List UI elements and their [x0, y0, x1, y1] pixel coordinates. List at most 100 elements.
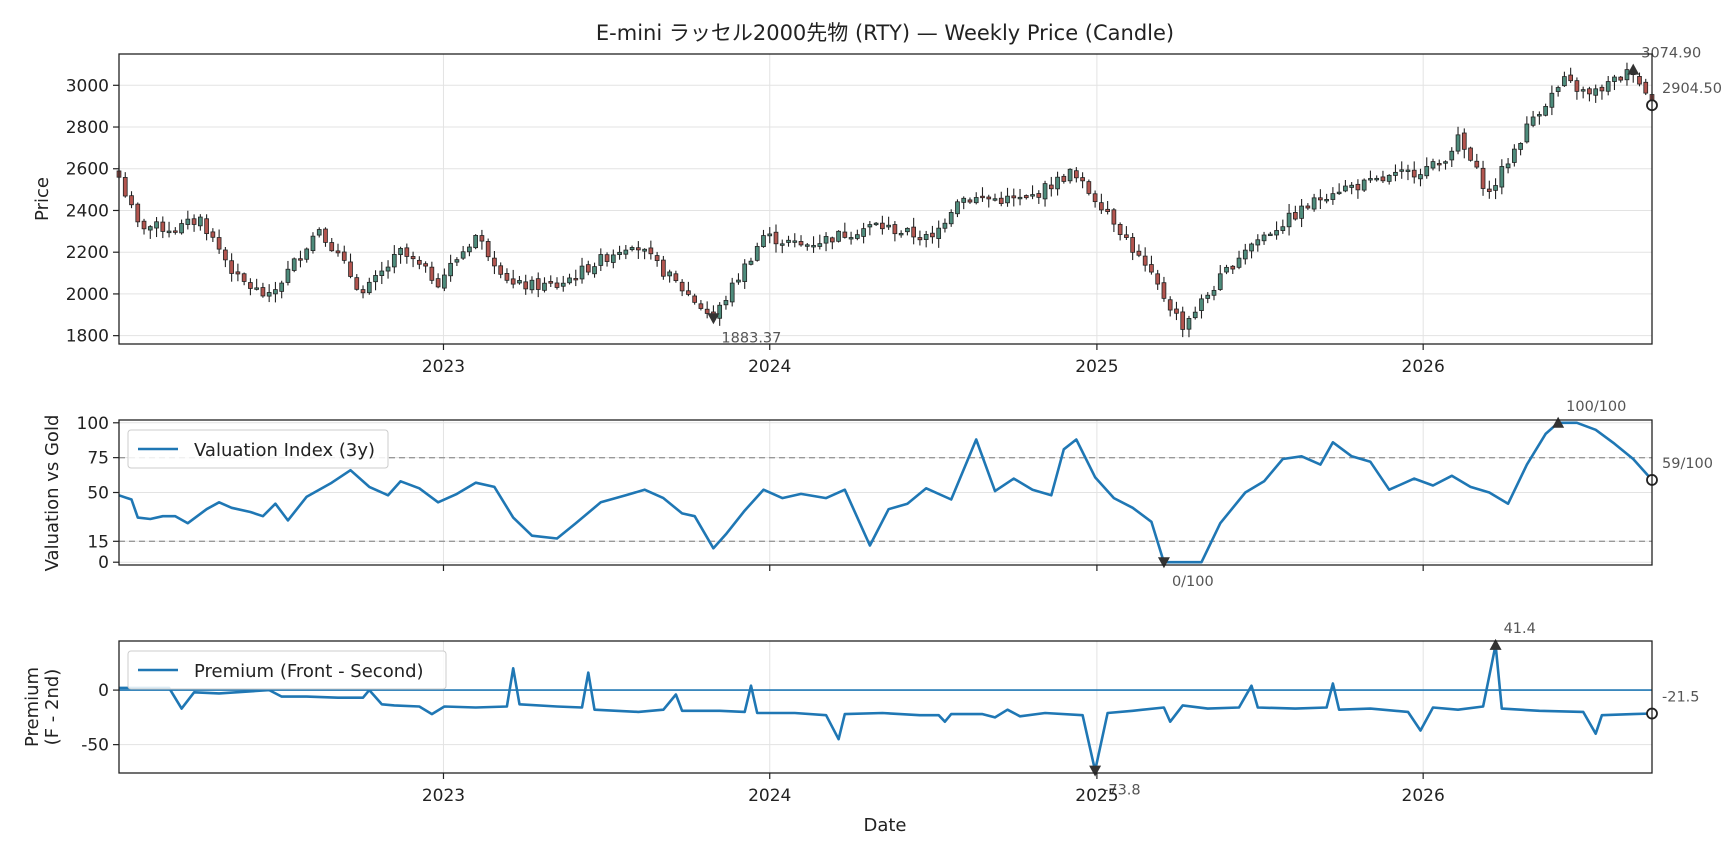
candle-body: [1643, 81, 1649, 94]
candle: [354, 274, 360, 291]
candle-body: [898, 232, 904, 236]
candle-body: [310, 235, 316, 252]
candle-body: [1030, 194, 1035, 197]
candle: [1505, 158, 1511, 174]
candle: [1111, 208, 1117, 233]
candle: [423, 261, 428, 273]
candle-body: [998, 197, 1004, 204]
candle: [961, 196, 967, 210]
candle: [930, 225, 935, 244]
candle-body: [160, 221, 166, 232]
candle: [804, 243, 810, 251]
candle: [479, 229, 485, 250]
candle: [235, 263, 241, 282]
candle-body: [1174, 308, 1179, 314]
candle-body: [1036, 193, 1042, 198]
candle: [836, 230, 841, 243]
candle-body: [642, 248, 647, 252]
candle-body: [1136, 250, 1142, 256]
candle: [229, 253, 234, 282]
last-label: 2904.50: [1662, 81, 1722, 97]
candle: [667, 269, 672, 283]
candle: [1174, 301, 1179, 321]
candle-body: [1537, 114, 1542, 117]
candle: [1199, 294, 1204, 319]
x-tick-label: 2025: [1075, 357, 1118, 377]
max-label: 100/100: [1566, 399, 1626, 415]
candle-body: [154, 221, 159, 229]
price-y-ticks: 1800 2000 2200 2400 2600 2800 3000: [66, 76, 119, 347]
candle-body: [886, 224, 891, 228]
candle: [717, 302, 723, 326]
candle: [1374, 175, 1380, 182]
candle: [1242, 243, 1248, 265]
candle: [1562, 71, 1567, 87]
y-tick-label: 2400: [66, 201, 109, 221]
candle-body: [1267, 233, 1273, 237]
candle-body: [235, 271, 241, 275]
candle-body: [229, 260, 234, 274]
candle: [517, 275, 522, 285]
candle-body: [1361, 179, 1367, 191]
valuation-legend: Valuation Index (3y): [127, 429, 389, 469]
candle-body: [210, 231, 216, 238]
candle-body: [304, 248, 310, 260]
x-tick-label: 2026: [1402, 786, 1445, 806]
candle: [1537, 111, 1542, 125]
candle-body: [723, 300, 729, 306]
candle: [341, 245, 347, 264]
candle-body: [467, 246, 472, 253]
candle-body: [592, 266, 597, 275]
candle: [1311, 193, 1317, 212]
candle-body: [1048, 184, 1054, 190]
y-tick-label: 15: [87, 532, 109, 552]
candle: [573, 269, 579, 287]
candle: [1067, 168, 1073, 184]
candle: [185, 210, 191, 230]
candle-body: [560, 282, 566, 287]
candle-body: [379, 270, 385, 276]
candle-body: [692, 295, 697, 303]
candle: [154, 217, 159, 238]
candle-body: [366, 281, 372, 294]
candle: [1380, 170, 1386, 184]
candle-body: [535, 278, 541, 290]
candle-body: [629, 247, 635, 251]
premium-x-label: Date: [863, 815, 906, 836]
candle: [1017, 188, 1023, 206]
candle: [948, 209, 954, 227]
candle: [998, 191, 1004, 207]
candle: [1480, 160, 1486, 196]
premium-y-label-line: (F - 2nd): [42, 669, 63, 746]
candle-body: [279, 282, 285, 292]
candle: [1280, 219, 1286, 234]
candle-body: [1512, 148, 1517, 163]
max-marker: [1489, 638, 1502, 650]
candle: [485, 238, 491, 262]
candle: [842, 222, 848, 239]
candle-body: [567, 277, 572, 284]
candle-body: [529, 279, 535, 291]
candle: [1368, 170, 1373, 183]
valuation-annotations: 100/100 0/100 59/100: [1157, 399, 1713, 590]
candle-body: [1199, 298, 1204, 311]
candle: [861, 222, 866, 244]
candle-body: [348, 261, 353, 277]
candle-body: [435, 278, 441, 288]
candle: [604, 252, 610, 267]
candle: [1343, 179, 1348, 193]
candle-body: [492, 257, 497, 267]
candle-body: [861, 228, 866, 237]
candle: [1274, 221, 1279, 240]
candle: [241, 272, 247, 286]
candle: [1474, 153, 1480, 169]
candle-body: [779, 243, 785, 246]
min-label: 0/100: [1172, 574, 1214, 590]
candle: [504, 268, 510, 284]
candle: [1061, 173, 1067, 184]
candle: [1136, 244, 1142, 258]
candle-body: [604, 254, 610, 262]
candle: [704, 301, 710, 319]
candle-body: [836, 230, 841, 242]
candle: [1105, 200, 1110, 215]
